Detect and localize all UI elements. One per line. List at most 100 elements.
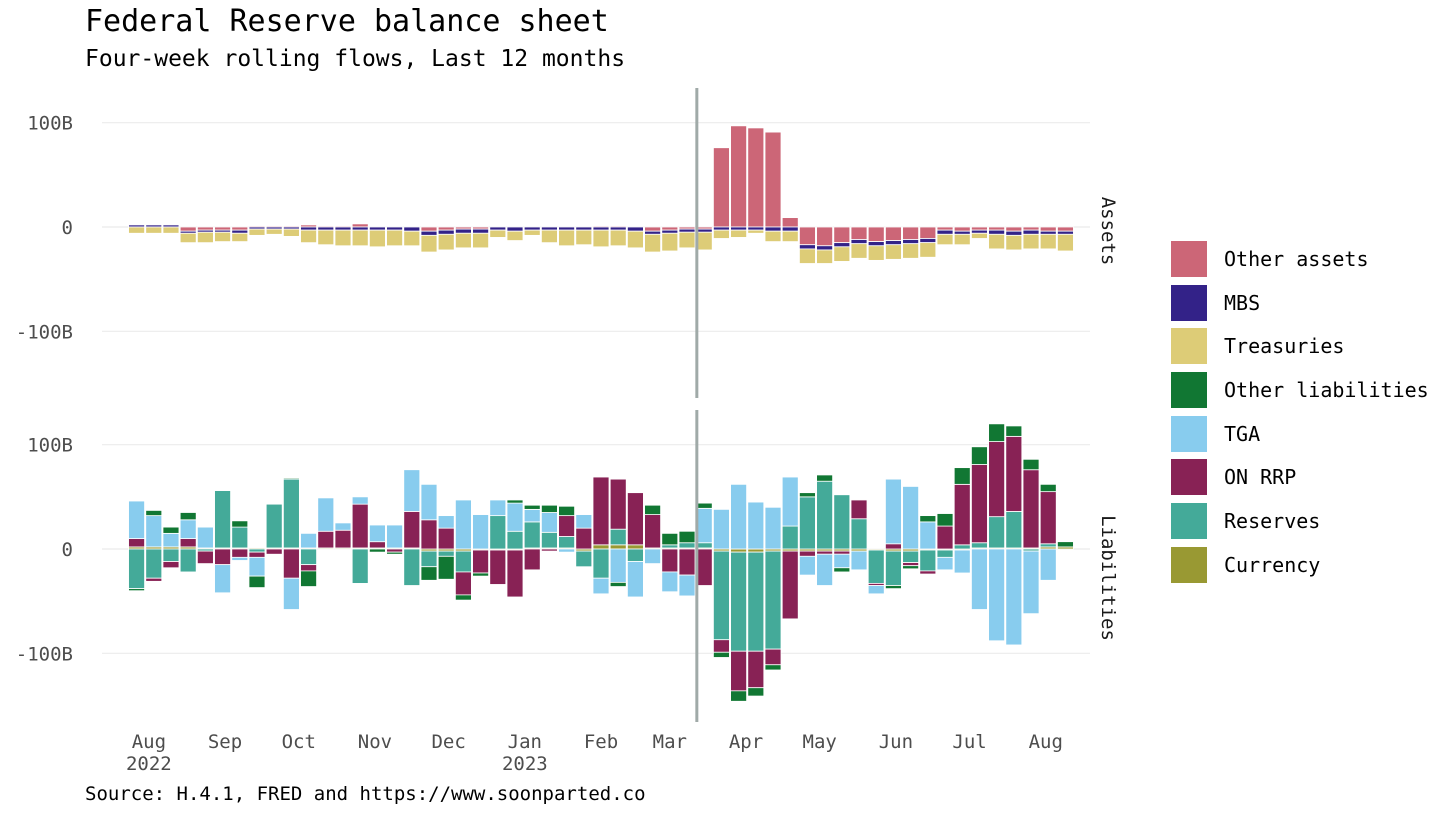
x-tick-year-label: 2022 [126,753,172,775]
bar-reserves [282,478,300,549]
bar-other-liabilities [454,594,472,601]
bar-currency [627,544,644,550]
bar-on-rrp [953,483,971,546]
x-tick-label: Dec [431,731,465,753]
x-tick-label: Sep [208,731,242,753]
bar-mbs [420,230,438,236]
bar-other-assets [799,226,816,246]
bar-tga [248,556,266,577]
bar-tga [850,550,868,571]
bar-mbs [472,228,489,234]
bar-mbs [816,245,834,251]
y-tick-label: 0 [62,539,73,561]
bar-treasuries [609,229,627,247]
bar-tga [540,512,558,533]
bar-reserves [953,544,971,550]
bar-treasuries [334,229,352,247]
bar-other-assets [885,226,902,241]
bar-treasuries [867,245,885,261]
bar-other-liabilities [644,504,662,515]
bar-on-rrp [919,570,937,575]
facet-label-assets: Assets [1097,197,1119,266]
bar-on-rrp [454,571,472,596]
bar-mbs [317,226,335,231]
bar-tga [334,522,352,531]
bar-other-assets [351,223,369,228]
bar-other-assets [1005,226,1023,232]
bar-treasuries [540,229,558,244]
legend-item: Reserves [1170,499,1429,543]
legend: Other assets MBS Treasuries Other liabiliti… [1170,237,1429,587]
bar-other-assets [833,226,851,244]
bar-other-assets [420,226,438,232]
bar-on-rrp [609,478,627,530]
bar-on-rrp [988,441,1006,518]
bar-treasuries [936,233,954,246]
bar-treasuries [351,229,369,247]
bar-reserves [730,551,748,652]
bar-on-rrp [489,549,507,585]
y-tick-label: 0 [62,217,73,239]
bar-treasuries [489,229,507,238]
bar-on-rrp [971,464,988,544]
legend-item: Currency [1170,543,1429,587]
bar-on-rrp [523,548,541,571]
bar-other-liabilities [162,526,180,534]
x-tick-label: Jun [879,731,913,753]
bar-other-assets [867,226,885,243]
bar-other-assets [953,226,971,232]
bar-reserves [971,542,988,549]
bar-on-rrp [403,511,421,549]
bar-on-rrp [300,564,317,572]
legend-swatch [1170,283,1208,322]
legend-swatch [1170,501,1208,540]
bar-treasuries [454,232,472,249]
x-tick-label: May [803,731,837,753]
bar-treasuries [196,231,214,244]
bar-tga [523,508,541,523]
bar-reserves [540,531,558,549]
bar-other-liabilities [386,551,403,555]
bar-treasuries [558,229,575,247]
bar-tga [953,549,971,574]
bar-treasuries [179,232,197,244]
bar-reserves [592,548,610,579]
bar-other-liabilities [953,467,971,485]
legend-swatch [1170,414,1208,453]
chart-subtitle: Four-week rolling flows, Last 12 months [85,46,626,72]
bar-other-liabilities [558,505,575,517]
bar-other-assets [1022,226,1040,231]
bar-other-liabilities [833,567,851,573]
x-tick-label: Nov [358,731,392,753]
bar-on-rrp [1022,469,1040,549]
bar-on-rrp [816,550,834,555]
bar-treasuries [575,229,593,246]
bar-mbs [1039,230,1057,235]
bar-mbs [695,228,713,233]
legend-label: Other liabilities [1224,377,1429,402]
bar-on-rrp [1005,435,1023,512]
bar-tga [1039,548,1057,581]
bar-mbs [661,229,679,234]
bar-on-rrp [351,503,369,549]
bar-mbs [885,240,902,246]
bar-other-liabilities [695,502,713,509]
bar-treasuries [386,229,403,247]
bar-on-rrp [145,577,163,582]
bar-treasuries [248,228,266,236]
bar-tga [506,502,524,532]
bar-treasuries [971,232,988,239]
bar-other-assets [902,226,920,240]
bar-treasuries [850,243,868,259]
bar-other-assets [713,147,730,228]
bar-treasuries [764,230,782,243]
bar-treasuries [282,228,300,237]
bar-treasuries [1039,233,1057,250]
bar-tga [196,526,214,549]
bar-tga [1022,550,1040,615]
bar-tga [936,556,954,571]
bar-mbs [540,226,558,231]
bar-treasuries [317,229,335,246]
y-tick-label: -100B [16,321,73,343]
bar-mbs [368,226,386,231]
